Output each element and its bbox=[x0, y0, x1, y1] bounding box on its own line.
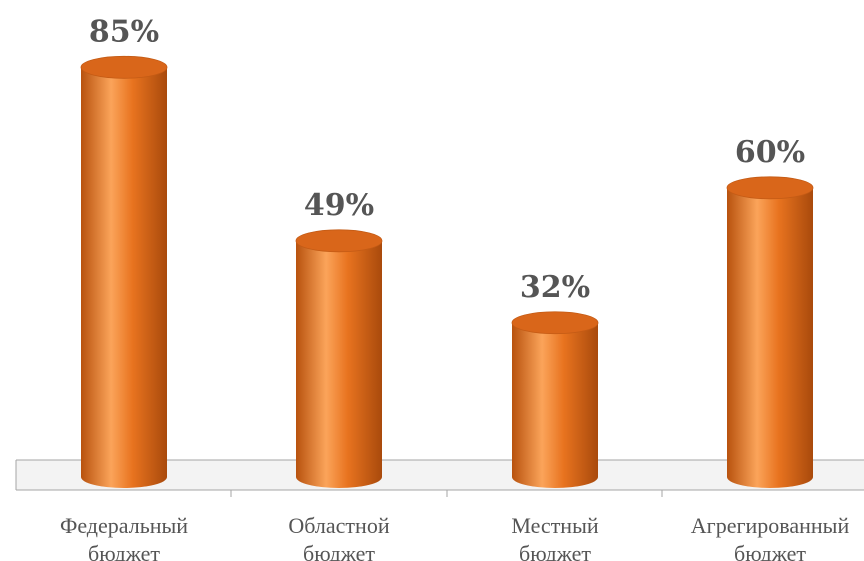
category-labels: Федеральный бюджет Областной бюджет Местный б… bbox=[60, 513, 850, 561]
category-label: Агрегированный бюджет bbox=[691, 513, 850, 561]
data-labels: 85% 49% 32% 60% bbox=[89, 14, 805, 304]
category-label: Областной бюджет bbox=[288, 513, 389, 561]
chart-floor bbox=[15, 459, 864, 497]
data-label: 49% bbox=[304, 188, 374, 223]
bar bbox=[511, 311, 599, 488]
data-label: 32% bbox=[520, 270, 590, 305]
bar bbox=[80, 55, 168, 489]
data-label: 60% bbox=[735, 135, 805, 170]
bar bbox=[726, 176, 814, 489]
category-label: Федеральный бюджет bbox=[60, 513, 188, 561]
category-label: Местный бюджет bbox=[511, 513, 599, 561]
data-label: 85% bbox=[89, 14, 159, 49]
bar bbox=[295, 229, 383, 488]
bars bbox=[80, 55, 814, 489]
